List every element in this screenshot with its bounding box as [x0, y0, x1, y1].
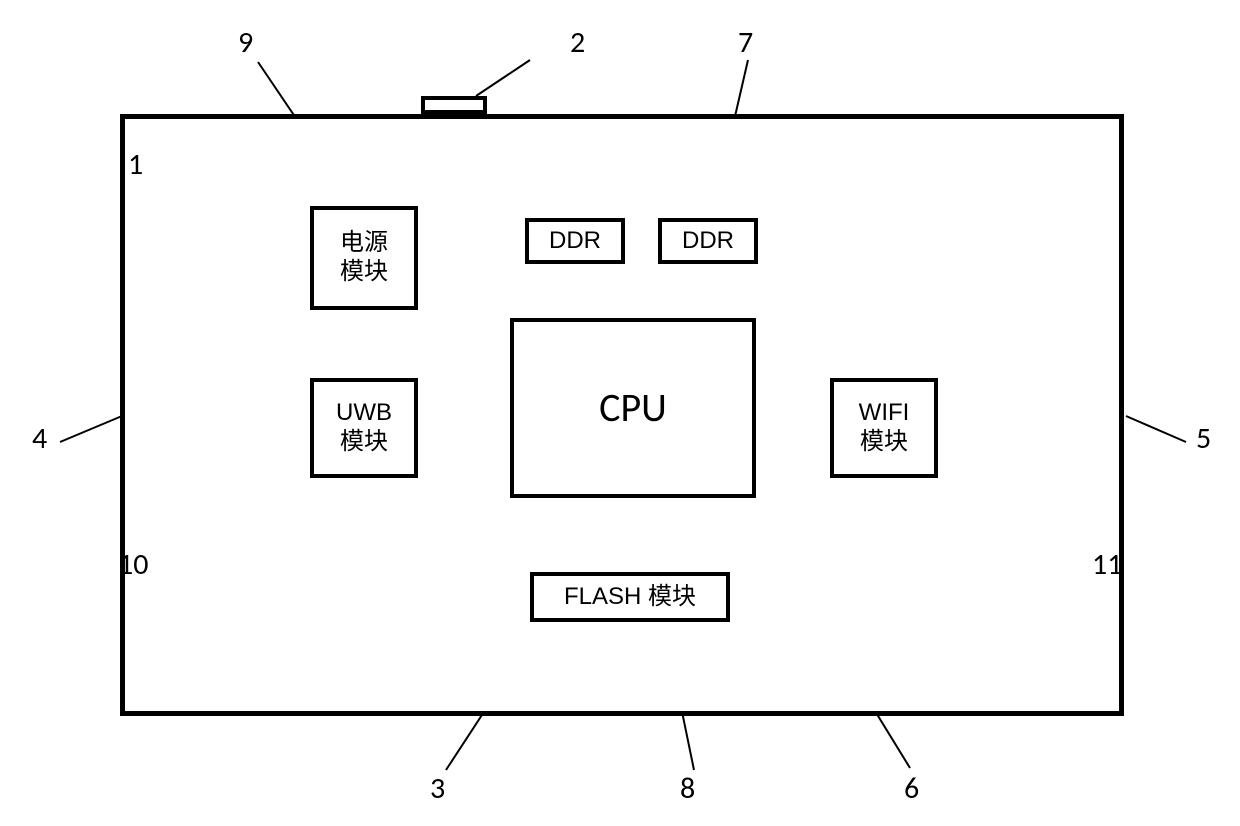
- ddr1-label: DDR: [549, 227, 601, 256]
- wifi-module-box: WIFI 模块: [830, 378, 938, 478]
- power-module-label: 电源 模块: [340, 229, 388, 287]
- cpu-label: CPU: [599, 384, 667, 432]
- callout-3: 3: [430, 770, 445, 807]
- ddr1-box: DDR: [525, 218, 625, 264]
- callout-6: 6: [904, 770, 919, 807]
- uwb-module-label: UWB 模块: [336, 399, 392, 457]
- cpu-box: CPU: [510, 318, 756, 498]
- callout-9: 9: [238, 24, 253, 61]
- uwb-module-box: UWB 模块: [310, 378, 418, 478]
- flash-module-box: FLASH 模块: [530, 572, 730, 622]
- callout-8: 8: [680, 770, 695, 807]
- callout-4: 4: [32, 420, 47, 457]
- wifi-module-label: WIFI 模块: [859, 399, 910, 457]
- top-connector: [421, 96, 487, 114]
- power-module-box: 电源 模块: [310, 206, 418, 310]
- callout-5: 5: [1196, 420, 1211, 457]
- flash-module-label: FLASH 模块: [564, 583, 696, 612]
- ddr2-label: DDR: [682, 227, 734, 256]
- callout-10: 10: [118, 546, 148, 583]
- ddr2-box: DDR: [658, 218, 758, 264]
- callout-1: 1: [128, 146, 143, 183]
- callout-11: 11: [1092, 546, 1122, 583]
- callout-7: 7: [738, 24, 753, 61]
- callout-2: 2: [570, 24, 585, 61]
